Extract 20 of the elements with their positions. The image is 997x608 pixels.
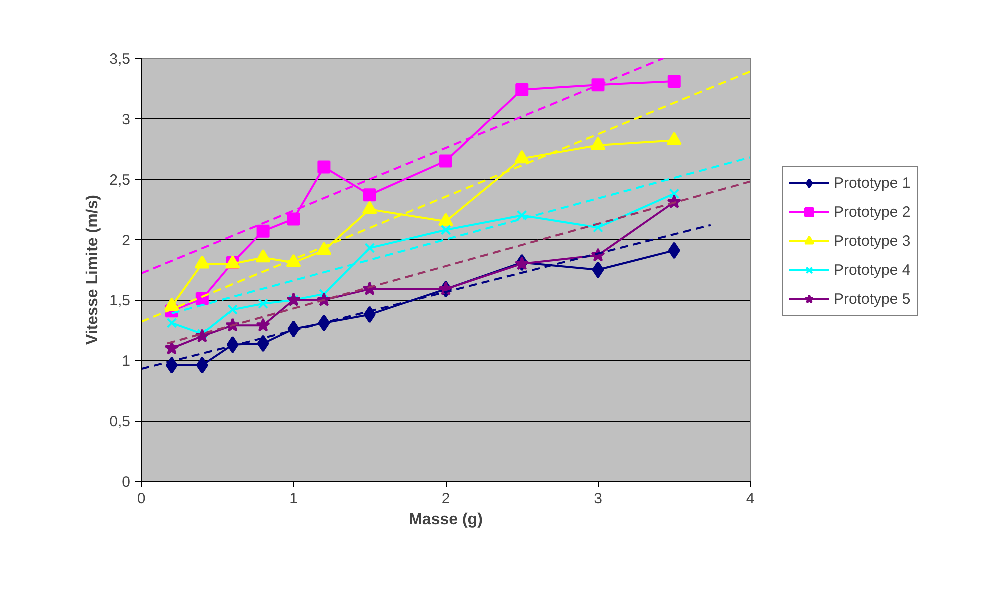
x-axis-title: Masse (g) [409,512,483,528]
y-tick-label: 2,5 [110,172,131,189]
y-tick-label: 1,5 [110,292,131,310]
y-tick-label: 0 [122,474,130,491]
y-tick-label: 1 [122,353,130,370]
legend-label: Prototype 2 [834,204,911,220]
legend-label: Prototype 5 [834,290,911,308]
x-tick-label: 4 [746,490,755,508]
y-tick-label: 3,5 [110,51,131,68]
x-tick-label: 3 [594,490,602,508]
x-tick-label: 2 [442,490,450,508]
legend-label: Prototype 3 [834,232,911,250]
legend-label: Prototype 1 [834,174,911,192]
y-tick-label: 0,5 [110,414,131,431]
legend-label: Prototype 4 [834,262,911,278]
y-tick-label: 3 [122,111,130,128]
x-tick-label: 0 [137,490,146,508]
x-tick-label: 1 [290,490,298,508]
y-axis-title: Vitesse Limite (m/s) [84,195,102,345]
y-tick-label: 2 [122,232,130,250]
